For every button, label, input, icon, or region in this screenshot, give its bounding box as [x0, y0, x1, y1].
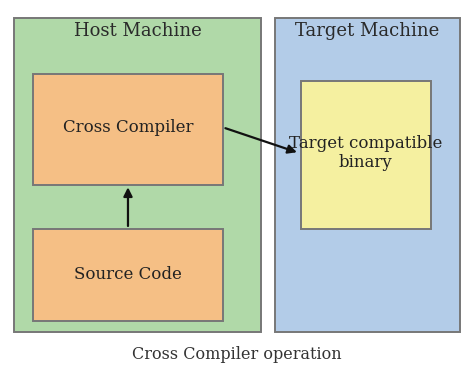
Text: Host Machine: Host Machine [73, 23, 201, 40]
Bar [14, 18, 261, 332]
Bar [275, 18, 460, 332]
Text: Cross Compiler operation: Cross Compiler operation [132, 346, 342, 363]
Text: Target Machine: Target Machine [295, 23, 439, 40]
Text: Source Code: Source Code [74, 266, 182, 283]
Bar [301, 81, 431, 229]
Bar [33, 74, 223, 184]
Text: Cross Compiler: Cross Compiler [63, 119, 193, 136]
Bar [33, 229, 223, 321]
Text: Target compatible
binary: Target compatible binary [289, 135, 443, 172]
